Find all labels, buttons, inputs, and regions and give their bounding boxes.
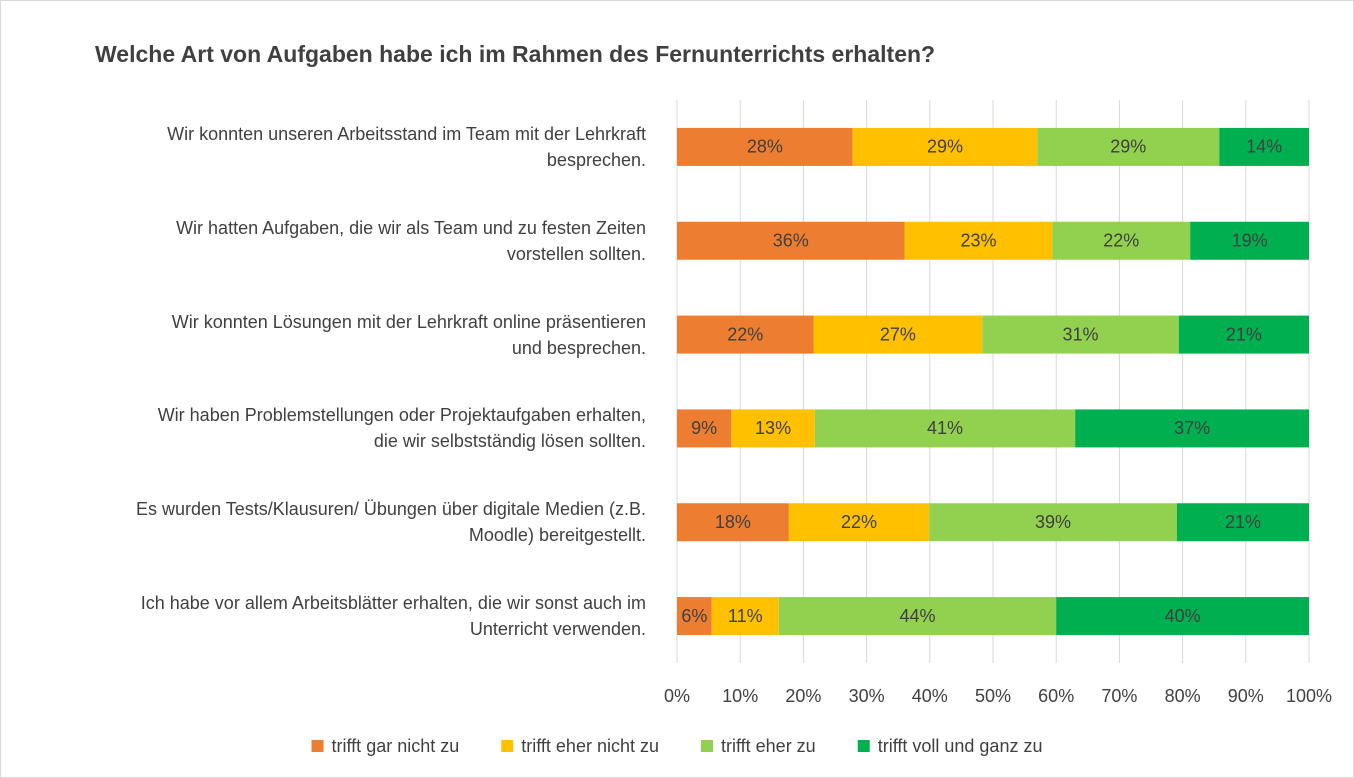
data-label: 22% xyxy=(727,324,763,344)
data-label: 21% xyxy=(1226,324,1262,344)
x-tick-label: 90% xyxy=(1228,686,1264,706)
data-label: 36% xyxy=(773,231,809,251)
data-label: 14% xyxy=(1246,137,1282,157)
data-label: 9% xyxy=(691,418,717,438)
x-tick-label: 100% xyxy=(1286,686,1332,706)
data-label: 29% xyxy=(927,137,963,157)
bar-segment xyxy=(1190,221,1309,260)
y-tick-label: Wir haben Problemstellungen oder Projekt… xyxy=(157,405,646,452)
data-label: 44% xyxy=(899,606,935,626)
bar-segment xyxy=(814,409,1076,448)
legend-label: trifft eher zu xyxy=(721,736,816,756)
y-tick-label: Wir konnten Lösungen mit der Lehrkraft o… xyxy=(171,311,646,358)
bar-segment xyxy=(982,315,1179,354)
data-label: 19% xyxy=(1232,231,1268,251)
data-label: 18% xyxy=(715,512,751,532)
chart-title: Welche Art von Aufgaben habe ich im Rahm… xyxy=(95,41,935,67)
data-label: 21% xyxy=(1225,512,1261,532)
legend-label: trifft eher nicht zu xyxy=(521,736,659,756)
bar-segment xyxy=(1052,221,1191,260)
legend-label: trifft voll und ganz zu xyxy=(878,736,1043,756)
bar-segment xyxy=(677,503,789,542)
y-tick-label: Es wurden Tests/Klausuren/ Übungen über … xyxy=(136,499,646,546)
legend-swatch xyxy=(311,740,324,752)
bar-segment xyxy=(1056,597,1309,636)
x-tick-label: 0% xyxy=(664,686,690,706)
bar-segment xyxy=(852,127,1038,166)
data-label: 37% xyxy=(1174,418,1210,438)
data-label: 28% xyxy=(747,137,783,157)
bar-segment xyxy=(731,409,815,448)
bar-segment xyxy=(677,127,853,166)
data-label: 39% xyxy=(1035,512,1071,532)
bar-segment xyxy=(1178,315,1309,354)
bar-segment xyxy=(929,503,1177,542)
x-tick-label: 30% xyxy=(849,686,885,706)
data-label: 22% xyxy=(1103,231,1139,251)
data-label: 27% xyxy=(880,324,916,344)
x-tick-label: 50% xyxy=(975,686,1011,706)
bar-segment xyxy=(677,597,712,636)
y-tick-label: Wir konnten unseren Arbeitsstand im Team… xyxy=(167,123,646,170)
bar-segment xyxy=(904,221,1053,260)
bar-segment xyxy=(711,597,779,636)
x-tick-label: 40% xyxy=(912,686,948,706)
x-tick-label: 20% xyxy=(785,686,821,706)
data-label: 13% xyxy=(755,418,791,438)
bar-segment xyxy=(778,597,1057,636)
legend-label: trifft gar nicht zu xyxy=(332,736,460,756)
data-label: 6% xyxy=(681,606,707,626)
data-label: 22% xyxy=(841,512,877,532)
bar-segment xyxy=(677,221,905,260)
x-tick-label: 70% xyxy=(1101,686,1137,706)
data-label: 29% xyxy=(1110,137,1146,157)
bar-segment xyxy=(1037,127,1220,166)
bar-segment xyxy=(813,315,983,354)
bar-segment xyxy=(1219,127,1309,166)
data-label: 23% xyxy=(960,231,996,251)
legend-swatch xyxy=(857,740,870,752)
data-label: 31% xyxy=(1063,324,1099,344)
x-tick-label: 10% xyxy=(722,686,758,706)
data-label: 41% xyxy=(927,418,963,438)
bar-segment xyxy=(788,503,930,542)
x-tick-label: 60% xyxy=(1038,686,1074,706)
legend-swatch xyxy=(501,740,514,752)
x-tick-label: 80% xyxy=(1165,686,1201,706)
y-tick-label: Wir hatten Aufgaben, die wir als Team un… xyxy=(176,217,646,264)
legend-swatch xyxy=(700,740,713,752)
data-label: 11% xyxy=(728,606,763,626)
bar-segment xyxy=(1075,409,1309,448)
bar-segment xyxy=(677,315,814,354)
bar-segment xyxy=(677,409,732,448)
data-label: 40% xyxy=(1165,606,1201,626)
bar-segment xyxy=(1176,503,1309,542)
y-tick-label: Ich habe vor allem Arbeitsblätter erhalt… xyxy=(140,593,646,640)
